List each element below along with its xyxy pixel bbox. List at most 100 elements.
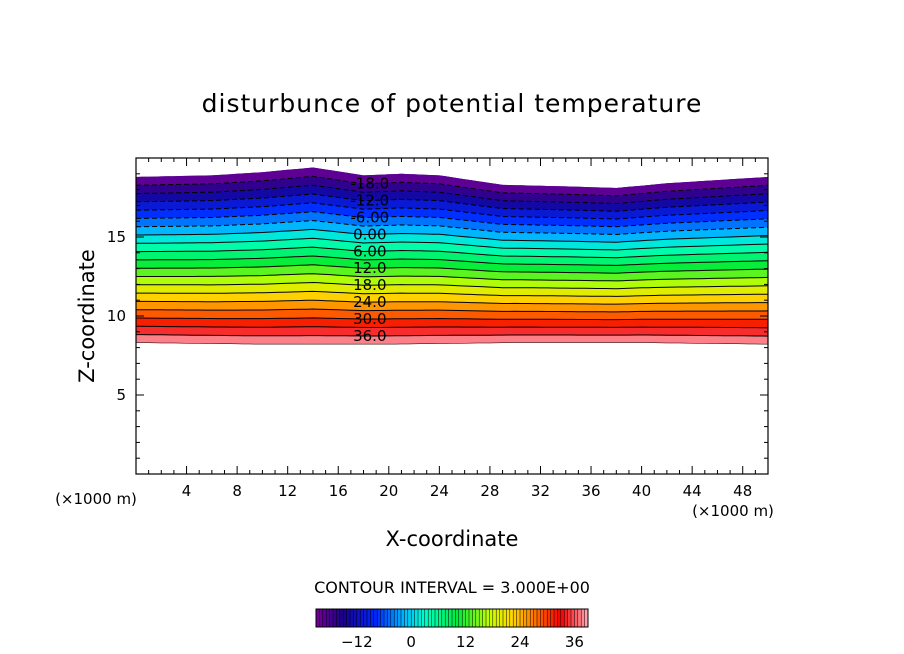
colorbar-cell <box>421 609 426 627</box>
x-tick-label: 12 <box>278 482 297 500</box>
colorbar-cell <box>339 609 344 627</box>
colorbar-frame <box>315 608 589 628</box>
contour-line <box>136 175 768 197</box>
x-tick-label: 28 <box>480 482 499 500</box>
colorbar-cell <box>448 609 453 627</box>
x-axis: 4 8 12 16 20 24 28 32 36 40 44 48 <box>148 158 756 500</box>
colorbar-cell <box>503 609 507 627</box>
colorbar-cell <box>319 609 324 627</box>
contour-line <box>136 264 768 274</box>
contour-line <box>136 299 768 305</box>
x-tick-label: 4 <box>182 482 192 500</box>
colorbar-cell <box>387 609 392 627</box>
contour-label: 12.0 <box>353 259 386 277</box>
colorbar-cell <box>492 609 497 627</box>
contour-line <box>136 211 768 228</box>
colorbar-cell <box>356 609 361 627</box>
colorbar-tick-label: 0 <box>406 633 416 651</box>
contour-line <box>136 325 768 329</box>
colorbar-cell <box>543 609 548 627</box>
colorbar-cell <box>537 609 541 627</box>
colorbar-cell <box>377 609 381 627</box>
colorbar-cell <box>564 609 568 627</box>
colorbar-cell <box>523 609 528 627</box>
contour-line <box>136 290 768 297</box>
colorbar-cell <box>489 609 494 627</box>
y-axis-unit: (×1000 m) <box>55 490 137 508</box>
colorbar-cell <box>401 609 405 627</box>
x-axis-unit: (×1000 m) <box>692 502 774 520</box>
colorbar-cell <box>550 609 555 627</box>
colorbar-cell <box>571 609 575 627</box>
colorbar-cell <box>343 609 347 627</box>
x-tick-label: 44 <box>683 482 702 500</box>
colorbar-cell <box>384 609 388 627</box>
y-axis-label: Z-coordinate <box>75 249 99 383</box>
colorbar-cell <box>445 609 449 627</box>
contour-label: 0.00 <box>353 225 386 243</box>
colorbar-cell <box>435 609 439 627</box>
colorbar <box>315 608 589 628</box>
colorbar-cell <box>373 609 378 627</box>
colorbar-cell <box>479 609 483 627</box>
colorbar-cell <box>329 609 334 627</box>
contour-line <box>136 237 768 251</box>
colorbar-cell <box>370 609 375 627</box>
colorbar-cell <box>469 609 473 627</box>
colorbar-cell <box>360 609 364 627</box>
colorbar-cell <box>333 609 337 627</box>
colorbar-cell <box>465 609 470 627</box>
x-tick-label: 48 <box>733 482 752 500</box>
colorbar-cell <box>560 609 565 627</box>
contour-line <box>136 281 768 290</box>
colorbar-cell <box>526 609 531 627</box>
contour-line <box>136 255 768 266</box>
contour-label: -6.00 <box>350 208 389 226</box>
colorbar-cell <box>540 609 545 627</box>
contour-line <box>136 334 768 337</box>
colorbar-cell <box>336 609 341 627</box>
y-tick-label: 15 <box>107 228 126 246</box>
contour-label: 30.0 <box>353 310 386 328</box>
colorbar-cell <box>380 609 385 627</box>
colorbar-cell <box>353 609 358 627</box>
colorbar-cell <box>567 609 572 627</box>
colorbar-tick-label: 36 <box>565 633 584 651</box>
colorbar-tick-label: 12 <box>456 633 475 651</box>
x-tick-label: 16 <box>329 482 348 500</box>
colorbar-cell <box>424 609 429 627</box>
colorbar-cell <box>513 609 517 627</box>
contour-label: 36.0 <box>353 327 386 345</box>
contour-lines <box>136 175 768 345</box>
colorbar-cell <box>394 609 398 627</box>
colorbar-cell <box>472 609 477 627</box>
colorbar-tick-label: −12 <box>341 633 373 651</box>
colorbar-cell <box>509 609 514 627</box>
colorbar-cell <box>577 609 582 627</box>
contour-line <box>136 193 768 212</box>
x-tick-label: 32 <box>531 482 550 500</box>
colorbar-cell <box>486 609 490 627</box>
colorbar-cell <box>390 609 395 627</box>
colorbar-cell <box>506 609 511 627</box>
contour-line <box>136 273 768 282</box>
contour-line <box>136 308 768 313</box>
colorbar-cell <box>452 609 456 627</box>
colorbar-cell <box>557 609 562 627</box>
colorbar-cell <box>397 609 402 627</box>
x-tick-label: 40 <box>632 482 651 500</box>
colorbar-cell <box>414 609 419 627</box>
colorbar-cell <box>554 609 558 627</box>
x-tick-label: 8 <box>232 482 242 500</box>
colorbar-ticks: −12 0 12 24 36 <box>341 633 584 651</box>
colorbar-cell <box>316 609 320 627</box>
y-tick-label: 5 <box>116 386 126 404</box>
contour-line <box>136 228 768 243</box>
x-tick-label: 24 <box>430 482 449 500</box>
colorbar-cell <box>516 609 521 627</box>
colorbar-cell <box>482 609 487 627</box>
contour-line <box>136 342 768 345</box>
colorbar-cell <box>520 609 524 627</box>
contour-line <box>136 317 768 321</box>
contour-label: 24.0 <box>353 293 386 311</box>
